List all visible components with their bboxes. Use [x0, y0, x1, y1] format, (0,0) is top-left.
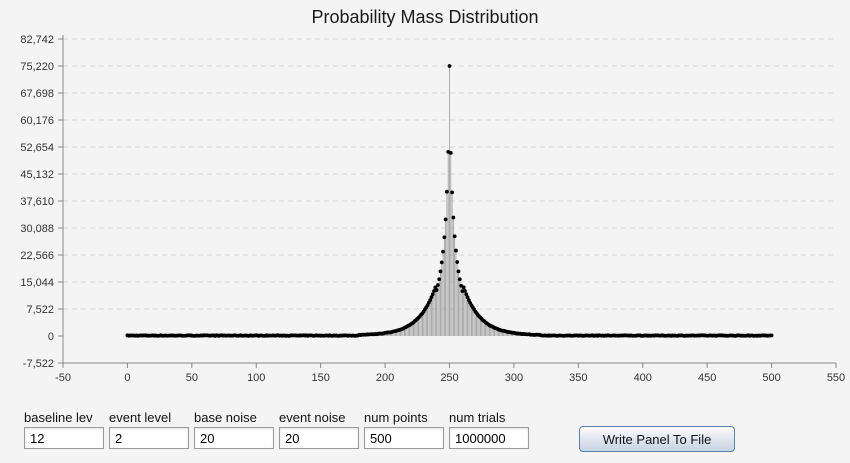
data-point — [448, 151, 453, 155]
x-tick-label: 0 — [124, 372, 130, 384]
y-tick-label: 60,176 — [20, 115, 54, 127]
x-tick-label: 450 — [698, 372, 716, 384]
data-point — [428, 298, 433, 302]
data-point — [465, 295, 470, 300]
y-tick-label: 37,610 — [20, 196, 54, 208]
data-point — [464, 292, 469, 297]
axes — [58, 35, 837, 368]
baseline-level-input[interactable] — [24, 427, 104, 449]
base-noise-field: base noise — [194, 410, 274, 449]
event-level-label: event level — [109, 410, 172, 425]
num-points-label: num points — [364, 410, 428, 425]
data-point — [443, 217, 448, 222]
y-tick-label: 45,132 — [20, 169, 54, 181]
y-tick-label: 7,522 — [26, 304, 54, 316]
data-point — [456, 269, 461, 274]
y-tick-label: 0 — [48, 331, 54, 343]
data-point — [769, 333, 774, 338]
num-trials-input[interactable] — [449, 427, 529, 449]
y-tick-label: 30,088 — [20, 223, 54, 235]
event-level-field: event level — [109, 410, 189, 449]
num-points-input[interactable] — [364, 427, 444, 449]
data-point — [457, 277, 462, 282]
data-point — [461, 285, 466, 290]
grid-lines — [63, 38, 836, 364]
baseline-level-label: baseline lev — [24, 410, 93, 425]
x-tick-label: -50 — [55, 372, 71, 384]
data-point — [452, 234, 457, 239]
data-point — [434, 288, 439, 292]
data-point — [429, 295, 434, 300]
y-tick-label: 15,044 — [20, 277, 54, 289]
y-tick-label: 22,566 — [20, 250, 54, 262]
x-tick-label: 300 — [505, 372, 523, 384]
controls-panel: baseline lev event level base noise even… — [0, 410, 850, 463]
data-point — [455, 260, 460, 264]
data-point — [454, 248, 458, 253]
x-tick-label: 250 — [440, 372, 458, 384]
chart-title: Probability Mass Distribution — [311, 7, 538, 27]
num-trials-field: num trials — [449, 410, 529, 449]
y-tick-label: 75,220 — [20, 61, 54, 73]
event-noise-label: event noise — [279, 410, 346, 425]
y-tick-label: 67,698 — [20, 88, 54, 100]
y-tick-labels: -7,522 0 7,522 15,044 22,566 30,088 37,610 45,1… — [20, 34, 54, 370]
base-noise-label: base noise — [194, 410, 257, 425]
data-point — [437, 277, 442, 282]
data-point — [442, 235, 447, 240]
bars — [127, 66, 772, 336]
event-noise-input[interactable] — [279, 427, 359, 449]
y-tick-label: 82,742 — [20, 34, 54, 46]
x-tick-label: 350 — [569, 372, 587, 384]
num-points-field: num points — [364, 410, 444, 449]
write-panel-button[interactable]: Write Panel To File — [579, 426, 735, 452]
data-point — [445, 189, 449, 194]
x-tick-labels: -50 0 50 100 150 200 250 300 350 400 450 500 550 — [55, 372, 845, 384]
data-point — [439, 260, 444, 265]
x-tick-label: 500 — [762, 372, 780, 384]
baseline-level-field: baseline lev — [24, 410, 104, 449]
x-tick-label: 100 — [247, 372, 265, 384]
data-point — [447, 64, 452, 68]
data-point — [436, 283, 440, 287]
pmf-chart: Probability Mass Distribution -7,522 0 7,5… — [20, 7, 845, 384]
event-noise-field: event noise — [279, 410, 359, 449]
y-tick-label: -7,522 — [23, 358, 54, 370]
x-tick-label: 50 — [186, 372, 198, 384]
data-point — [441, 249, 445, 254]
data-point — [450, 190, 454, 195]
base-noise-input[interactable] — [194, 427, 274, 449]
data-point — [438, 269, 443, 274]
data-points — [125, 64, 774, 338]
x-tick-label: 400 — [634, 372, 652, 384]
event-level-input[interactable] — [109, 427, 189, 449]
y-tick-label: 52,654 — [20, 142, 54, 154]
x-tick-label: 150 — [311, 372, 329, 384]
x-tick-label: 550 — [827, 372, 845, 384]
num-trials-label: num trials — [449, 410, 506, 425]
data-point — [430, 292, 435, 297]
x-tick-label: 200 — [376, 372, 394, 384]
data-point — [463, 288, 467, 293]
data-point — [451, 215, 456, 220]
